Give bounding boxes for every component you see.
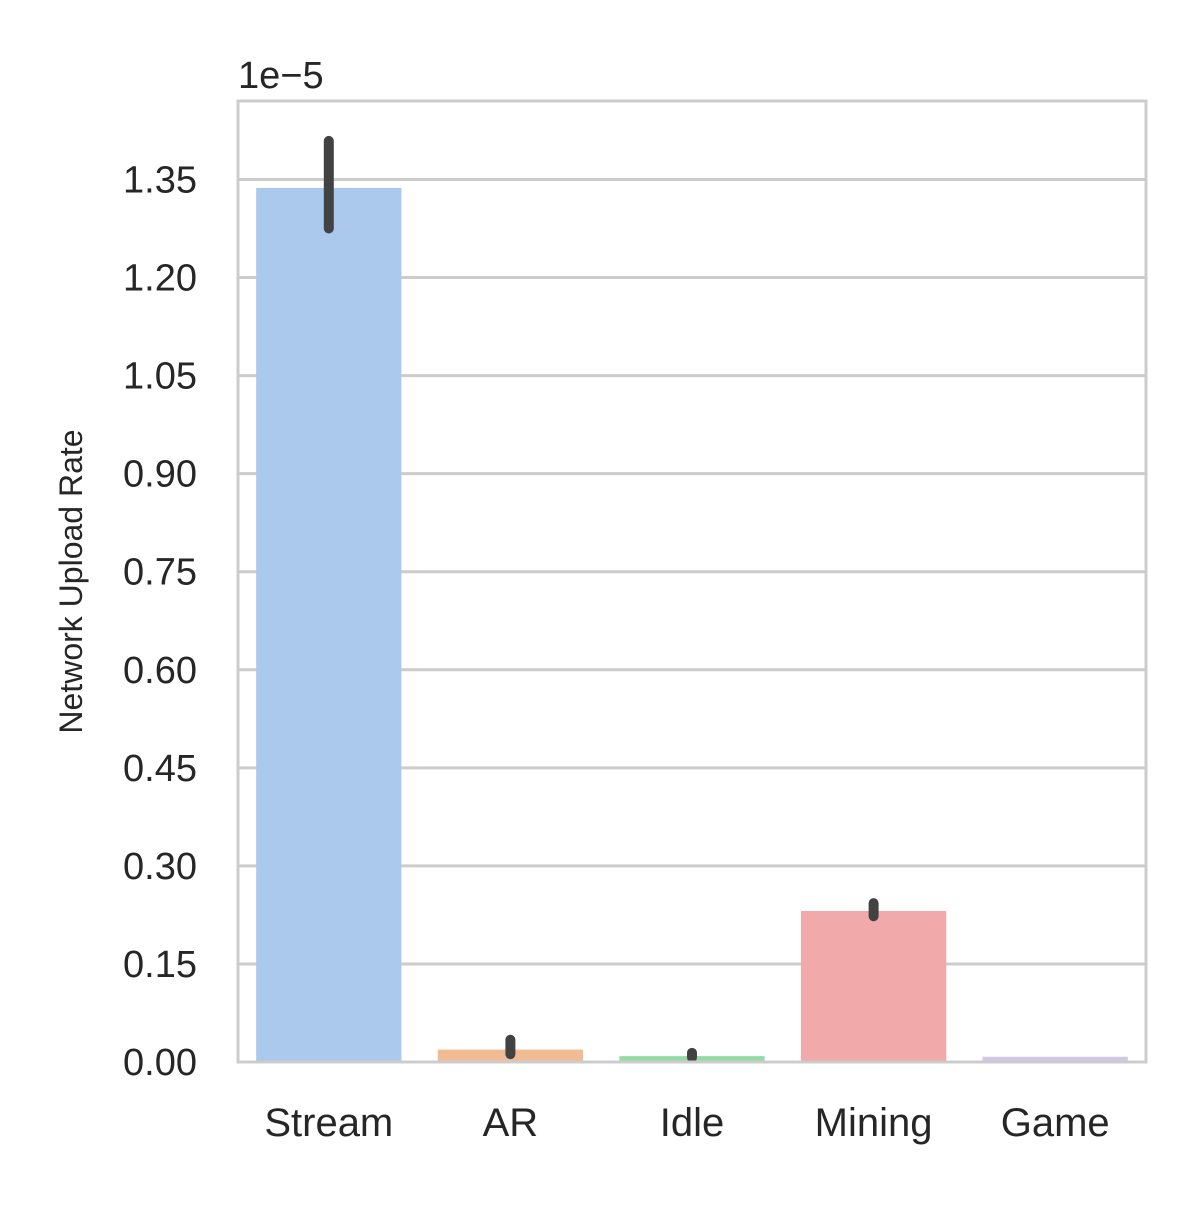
y-tick-labels: 0.00 0.15 0.30 0.45 0.60 0.75 0.90 1.05 1.20 1.35 <box>123 159 197 1084</box>
bar-mining <box>800 910 947 1062</box>
plot-frame <box>236 99 1148 1064</box>
x-tick-label: Stream <box>264 1101 393 1145</box>
x-tick-label: Mining <box>815 1101 933 1145</box>
x-tick-label: Idle <box>660 1101 725 1145</box>
y-tick-label: 0.90 <box>123 454 197 496</box>
y-tick-label: 0.00 <box>123 1042 197 1084</box>
x-tick-label: AR <box>483 1101 539 1145</box>
y-tick-label: 0.15 <box>123 944 197 986</box>
y-tick-label: 0.60 <box>123 650 197 692</box>
y-offset-text: 1e−5 <box>238 55 324 97</box>
y-tick-label: 0.45 <box>123 748 197 790</box>
bars <box>256 187 1128 1062</box>
bar-stream <box>256 187 402 1062</box>
x-tick-label: Game <box>1001 1101 1110 1145</box>
y-tick-label: 1.05 <box>123 356 197 398</box>
y-axis-label: Network Upload Rate <box>53 429 89 733</box>
y-tick-label: 0.75 <box>123 552 197 594</box>
bar-game <box>982 1056 1128 1062</box>
y-tick-label: 1.20 <box>123 258 197 300</box>
y-tick-label: 0.30 <box>123 846 197 888</box>
error-bars <box>323 135 879 1063</box>
y-tick-label: 1.35 <box>123 159 197 201</box>
x-tick-labels: Stream AR Idle Mining Game <box>264 1101 1109 1145</box>
